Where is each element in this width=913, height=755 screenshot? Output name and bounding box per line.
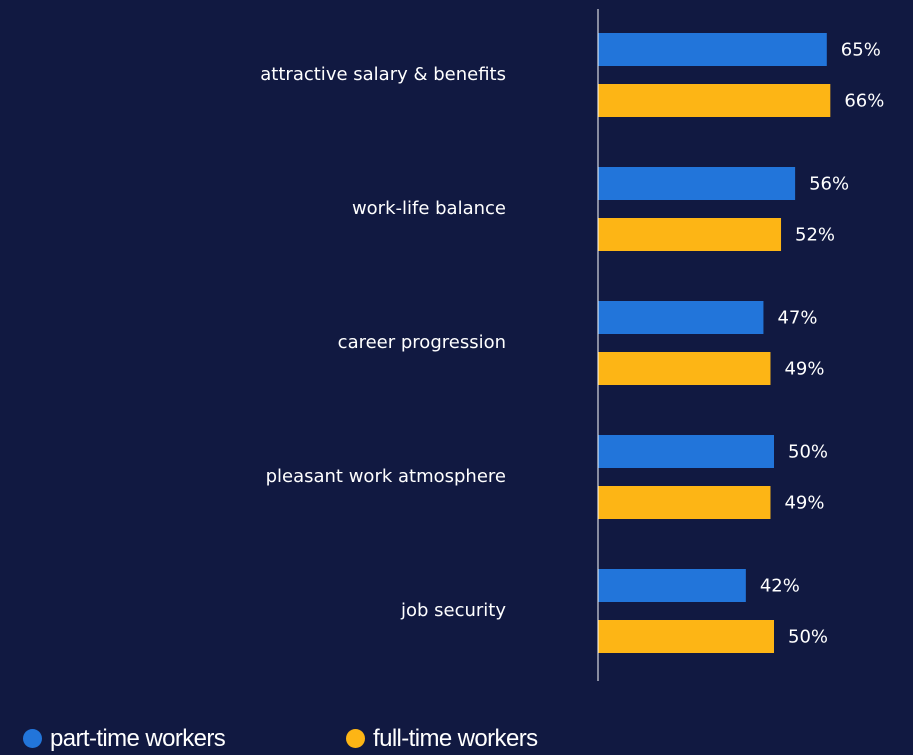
bar-full-time <box>598 620 774 653</box>
chart-area: attractive salary & benefits 65% 66% work-l… <box>260 9 884 681</box>
legend-item-full-time: full-time workers <box>346 722 538 755</box>
data-label: 47% <box>777 308 817 329</box>
data-label: 56% <box>809 174 849 195</box>
data-label: 49% <box>784 359 824 380</box>
bar-full-time <box>598 84 831 117</box>
legend-label-part-time: part-time workers <box>50 724 226 752</box>
bar-part-time <box>598 435 774 468</box>
data-label: 52% <box>795 225 835 246</box>
bar-full-time <box>598 218 782 251</box>
data-label: 42% <box>760 576 800 597</box>
category-label: pleasant work atmosphere <box>266 466 506 487</box>
legend-swatch-full-time <box>346 729 365 748</box>
bar-part-time <box>598 167 796 200</box>
bar-chart: attractive salary & benefits 65% 66% work-l… <box>260 9 884 681</box>
data-label: 50% <box>788 442 828 463</box>
data-label: 49% <box>784 493 824 514</box>
bar-part-time <box>598 569 746 602</box>
data-label: 66% <box>844 91 884 112</box>
legend: part-time workers full-time workers <box>0 722 913 755</box>
bar-part-time <box>598 301 764 334</box>
legend-item-part-time: part-time workers <box>23 722 226 755</box>
category-label: career progression <box>338 332 506 353</box>
bar-part-time <box>598 33 827 66</box>
bar-full-time <box>598 486 771 519</box>
legend-swatch-part-time <box>23 729 42 748</box>
category-label: attractive salary & benefits <box>260 64 506 85</box>
data-label: 50% <box>788 627 828 648</box>
legend-label-full-time: full-time workers <box>373 724 538 752</box>
category-label: job security <box>400 600 506 621</box>
category-label: work-life balance <box>352 198 506 219</box>
data-label: 65% <box>841 40 881 61</box>
bar-full-time <box>598 352 771 385</box>
